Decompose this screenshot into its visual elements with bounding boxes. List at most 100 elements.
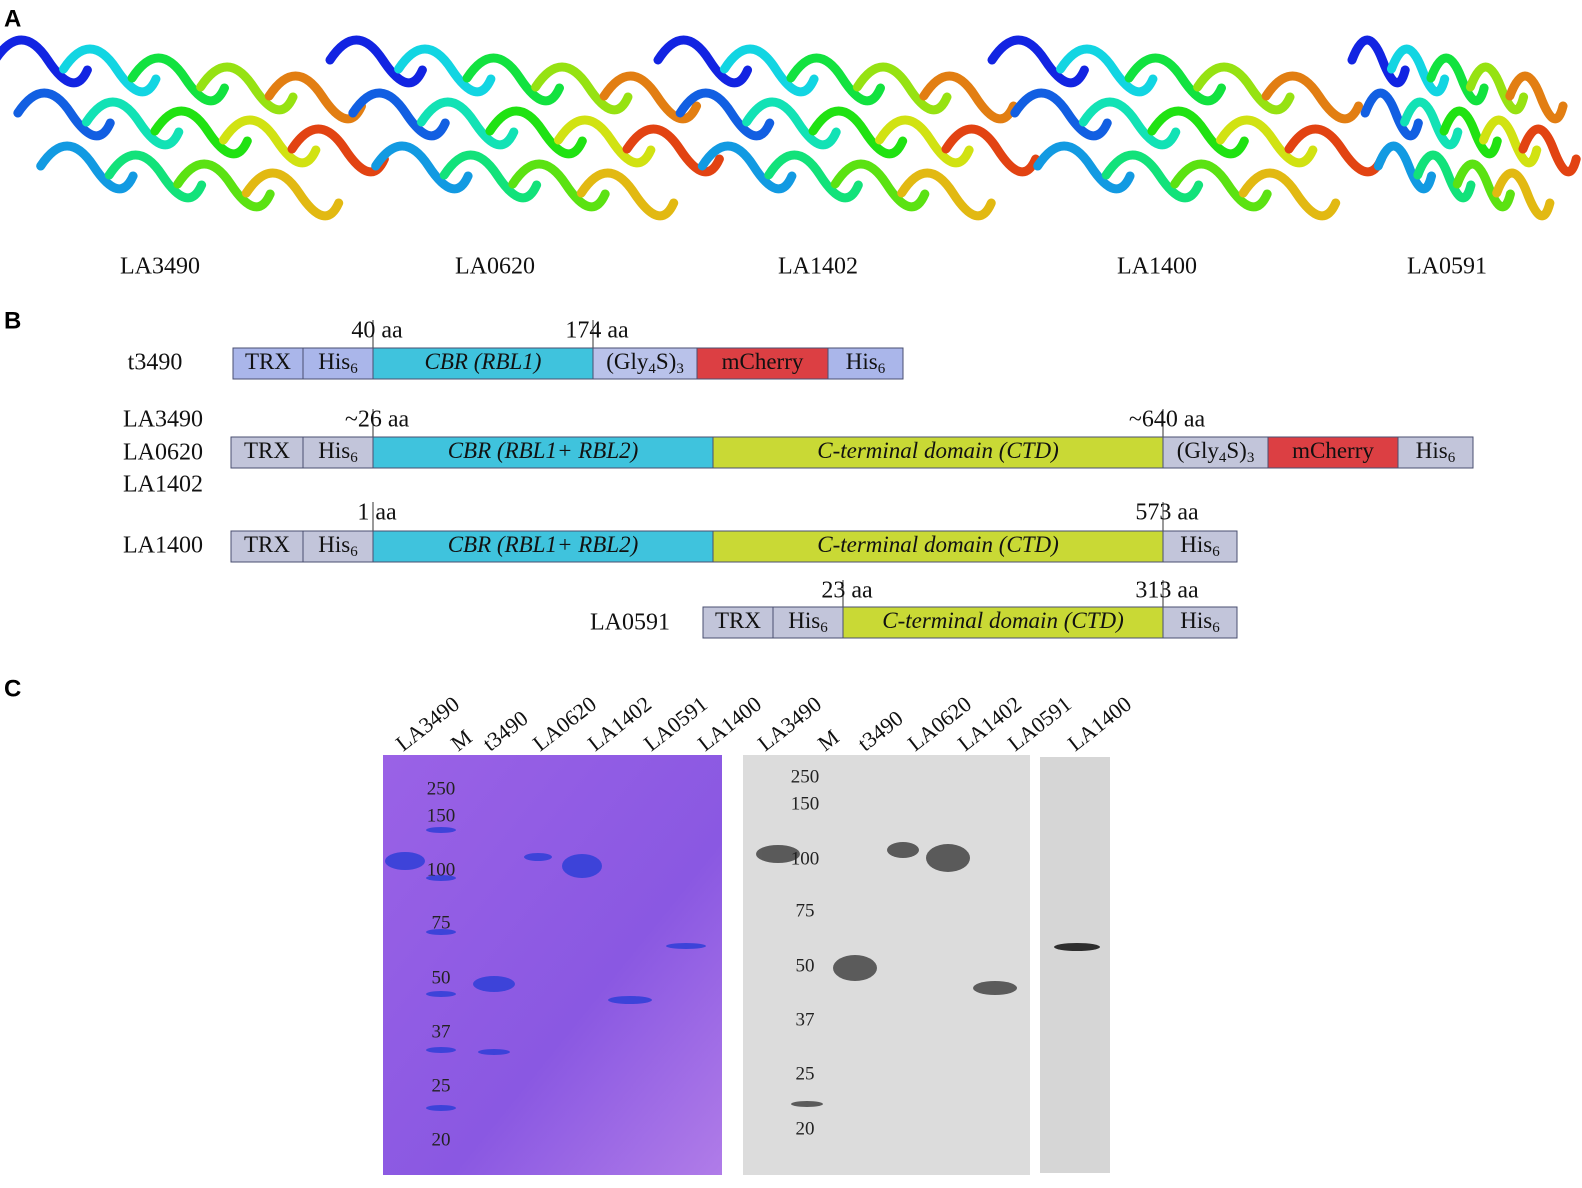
protein-ribbon	[1170, 159, 1272, 212]
domain-label-part: TRX	[245, 349, 291, 374]
domain-box	[1397, 436, 1474, 469]
protein-ribbon	[675, 88, 775, 141]
domain-box	[1162, 606, 1238, 639]
protein-ribbon	[1033, 141, 1135, 194]
lane-label: M	[446, 724, 477, 756]
position-label: 313 aa	[1135, 578, 1199, 604]
domain-label: TRX	[245, 349, 291, 374]
protein-ribbon	[1360, 88, 1423, 141]
domain-label: C-terminal domain (CTD)	[817, 532, 1059, 557]
protein-ribbon	[1238, 168, 1341, 221]
lane-label: t3490	[853, 705, 908, 756]
protein-ribbon	[576, 168, 679, 221]
position-label: ~640 aa	[1129, 407, 1206, 433]
protein-ribbon	[1426, 53, 1489, 106]
protein-ribbon	[852, 62, 952, 115]
position-label: ~26 aa	[345, 407, 410, 433]
gel	[383, 755, 722, 1175]
protein-ribbon	[1056, 44, 1158, 97]
marker-label: 50	[796, 955, 815, 976]
position-label: 40 aa	[351, 318, 403, 344]
structure-name: LA1402	[778, 254, 858, 280]
domain-label-part: (Gly	[1177, 438, 1220, 463]
domain-label: CBR (RBL1+ RBL2)	[448, 438, 639, 463]
protein-ribbon	[241, 168, 344, 221]
domain-label: His6	[318, 349, 358, 377]
protein-ribbon	[1101, 150, 1204, 203]
protein-ribbon	[485, 106, 587, 159]
protein-ribbon	[830, 159, 930, 212]
marker-label: 100	[427, 859, 456, 880]
lane-label: LA1402	[583, 691, 656, 756]
domain-label-part: CBR (RBL1+ RBL2)	[448, 438, 639, 463]
lane-label: LA3490	[753, 691, 826, 756]
protein-ribbon	[764, 150, 863, 203]
protein-ribbon	[1465, 62, 1529, 115]
domain-label-part: His	[1180, 608, 1212, 633]
domain-box	[372, 530, 714, 563]
lane-label: M	[813, 724, 844, 756]
domain-label-part: 6	[350, 544, 358, 560]
panel-label: A	[4, 5, 21, 32]
structure-name: LA1400	[1117, 254, 1197, 280]
domain-label-part: 6	[1448, 450, 1456, 466]
protein-ribbon	[173, 159, 275, 212]
protein-ribbon	[1347, 35, 1410, 88]
domain-label-part: 6	[1212, 544, 1220, 560]
protein-ribbon	[196, 62, 298, 115]
protein-ribbon	[786, 53, 886, 106]
position-label: 1 aa	[357, 500, 397, 526]
marker-label: 50	[432, 967, 451, 988]
protein-ribbon	[1147, 106, 1249, 159]
marker-label: 250	[427, 778, 456, 799]
protein-ribbon	[719, 44, 819, 97]
structure-name: LA0591	[1407, 254, 1487, 280]
protein-ribbon	[987, 35, 1089, 88]
protein-ribbon	[808, 106, 908, 159]
marker-label: 150	[791, 793, 820, 814]
protein-ribbon	[1386, 44, 1450, 97]
protein-ribbon	[531, 62, 633, 115]
domain-box	[372, 436, 714, 469]
domain-label-part: mCherry	[722, 349, 804, 374]
domain-label-part: C-terminal domain (CTD)	[882, 608, 1124, 633]
protein-ribbon	[1413, 150, 1476, 203]
domain-label-part: CBR (RBL1+ RBL2)	[448, 532, 639, 557]
construct-name: LA3490	[123, 407, 203, 433]
domain-label-part: TRX	[244, 532, 290, 557]
protein-ribbon	[622, 124, 724, 177]
domain-label-part: TRX	[715, 608, 761, 633]
blot-bands	[756, 842, 1100, 1107]
position-label: 23 aa	[821, 578, 873, 604]
structure-name: LA0620	[455, 254, 535, 280]
bands	[385, 827, 706, 1111]
protein-ribbon	[1373, 141, 1437, 194]
construct-name: LA0591	[590, 610, 670, 636]
protein-ribbon	[1078, 97, 1181, 150]
domain-label: His6	[318, 438, 358, 466]
domain-label-part: 4	[648, 361, 656, 377]
lane-label: LA1400	[1063, 691, 1136, 756]
domain-label-part: His	[318, 438, 350, 463]
construct-name: LA1400	[123, 533, 203, 559]
domain-label-part: S)	[1226, 438, 1246, 463]
domain-box	[302, 436, 374, 469]
domain-label-part: His	[1180, 532, 1212, 557]
protein-ribbon	[1261, 71, 1364, 124]
domain-box	[772, 606, 844, 639]
protein-ribbon	[653, 35, 753, 88]
domain-label-part: His	[318, 349, 350, 374]
domain-label-part: C-terminal domain (CTD)	[817, 438, 1059, 463]
domain-label: TRX	[244, 532, 290, 557]
position-label: 573 aa	[1135, 500, 1199, 526]
protein-ribbon	[1505, 71, 1568, 124]
protein-ribbon	[325, 35, 427, 88]
blot	[1040, 757, 1110, 1173]
protein-ribbon	[508, 159, 610, 212]
protein-ribbon	[13, 88, 115, 141]
domain-label: His6	[318, 532, 358, 560]
domain-box	[696, 347, 829, 380]
domain-box	[592, 347, 698, 380]
domain-box	[302, 530, 374, 563]
